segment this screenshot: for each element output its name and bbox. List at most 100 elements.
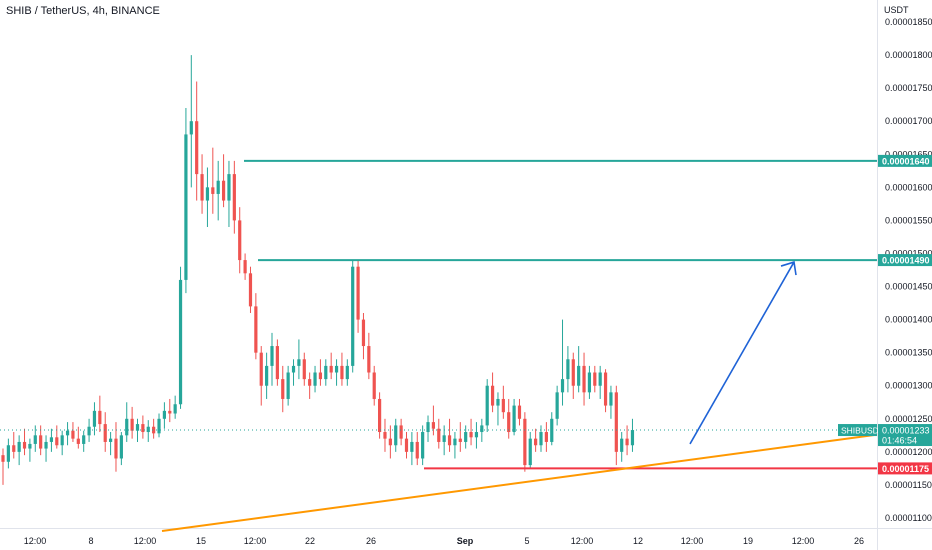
candle-body (485, 385, 489, 426)
candle-body (135, 424, 140, 431)
x-tick-label: 12:00 (24, 536, 47, 546)
plot-area[interactable] (0, 0, 877, 528)
candle (195, 81, 199, 201)
candle (238, 207, 242, 274)
candle (157, 413, 161, 438)
x-tick-label: 8 (88, 536, 93, 546)
candle-body (496, 398, 500, 406)
candle (410, 432, 414, 466)
candle (550, 412, 554, 446)
candle-body (593, 372, 597, 386)
candle-body (216, 180, 220, 194)
candle-body (351, 266, 355, 366)
candle (517, 398, 522, 426)
y-tick-label: 0.00001200 (885, 447, 932, 457)
y-tick-label: 0.00001750 (885, 83, 932, 93)
x-tick-label: 26 (366, 536, 376, 546)
candle (135, 418, 140, 442)
candle (92, 402, 97, 436)
resistance-1-tag-bg (878, 154, 932, 167)
candle-body (308, 379, 312, 386)
candle-body (119, 435, 123, 459)
candle-body (33, 435, 37, 444)
candle (356, 260, 360, 333)
candle (399, 418, 403, 446)
candle (216, 160, 220, 221)
candle-body (49, 437, 54, 442)
y-tick-label: 0.00001550 (885, 215, 932, 225)
candle-body (587, 372, 592, 393)
candle (243, 253, 247, 280)
projection-arrow[interactable] (689, 261, 795, 445)
candle (582, 352, 586, 406)
candle-body (65, 430, 70, 436)
candle (125, 402, 129, 442)
candle (146, 420, 150, 442)
candle-body (146, 426, 150, 433)
candle-body (238, 220, 242, 261)
trendline[interactable] (161, 433, 878, 532)
candle-body (12, 445, 16, 452)
candle-body (168, 410, 172, 414)
candle (178, 266, 183, 409)
candle (593, 365, 597, 393)
candle (496, 392, 500, 426)
candle-body (259, 352, 263, 386)
symbol-tag-text: SHIBUSDT (841, 426, 884, 436)
candle-body (501, 398, 505, 413)
y-tick-label: 0.00001400 (885, 315, 932, 325)
candle (480, 418, 484, 442)
candle (609, 385, 613, 419)
candle (501, 385, 505, 419)
candle-body (512, 405, 516, 433)
candle (345, 359, 349, 386)
price-axis[interactable]: USDT 0.00001850 0.00001800 0.00001750 0.0000… (838, 5, 932, 523)
candle-body (523, 418, 527, 466)
time-axis[interactable]: 12:00 8 12:00 15 12:00 22 26 Sep 5 12:00 12 12:00 19… (24, 536, 864, 546)
candle (189, 55, 193, 188)
candle-body (480, 425, 484, 433)
candle (1, 448, 5, 485)
candle-body (571, 359, 575, 386)
candle-body (39, 435, 43, 449)
candle (60, 430, 64, 456)
candle-body (469, 432, 473, 438)
candle (55, 425, 59, 449)
candle (17, 435, 21, 466)
candle (555, 385, 559, 426)
candle (44, 435, 48, 462)
candle (512, 398, 516, 436)
candle-body (372, 372, 376, 399)
candle (265, 352, 269, 399)
resistance-1-tag-text: 0.00001640 (882, 156, 930, 166)
x-tick-label: 15 (196, 536, 206, 546)
candle-body (60, 435, 64, 446)
candle-body (474, 432, 479, 438)
candle-body (458, 438, 462, 442)
candle (232, 160, 236, 234)
candle-body (22, 441, 27, 449)
candle (372, 365, 376, 406)
candle (560, 319, 565, 406)
candle (630, 418, 635, 452)
candle (162, 402, 166, 429)
x-tick-label: 12:00 (244, 536, 267, 546)
y-tick-label: 0.00001350 (885, 348, 932, 358)
candle (447, 418, 452, 452)
candle-body (598, 372, 602, 386)
candle (614, 385, 618, 466)
candle (103, 412, 107, 452)
symbol-tag: SHIBUSDT (838, 424, 884, 437)
candle (571, 352, 575, 399)
candle-body (528, 438, 532, 466)
candle (587, 365, 592, 399)
x-tick-label: 12:00 (792, 536, 815, 546)
x-tick-label: 19 (743, 536, 753, 546)
chart-title: SHIB / TetherUS, 4h, BINANCE (6, 5, 160, 17)
candle-body (152, 426, 156, 434)
candle-body (6, 445, 10, 462)
candle (324, 359, 328, 386)
candle (173, 395, 177, 419)
candle-body (367, 346, 371, 373)
